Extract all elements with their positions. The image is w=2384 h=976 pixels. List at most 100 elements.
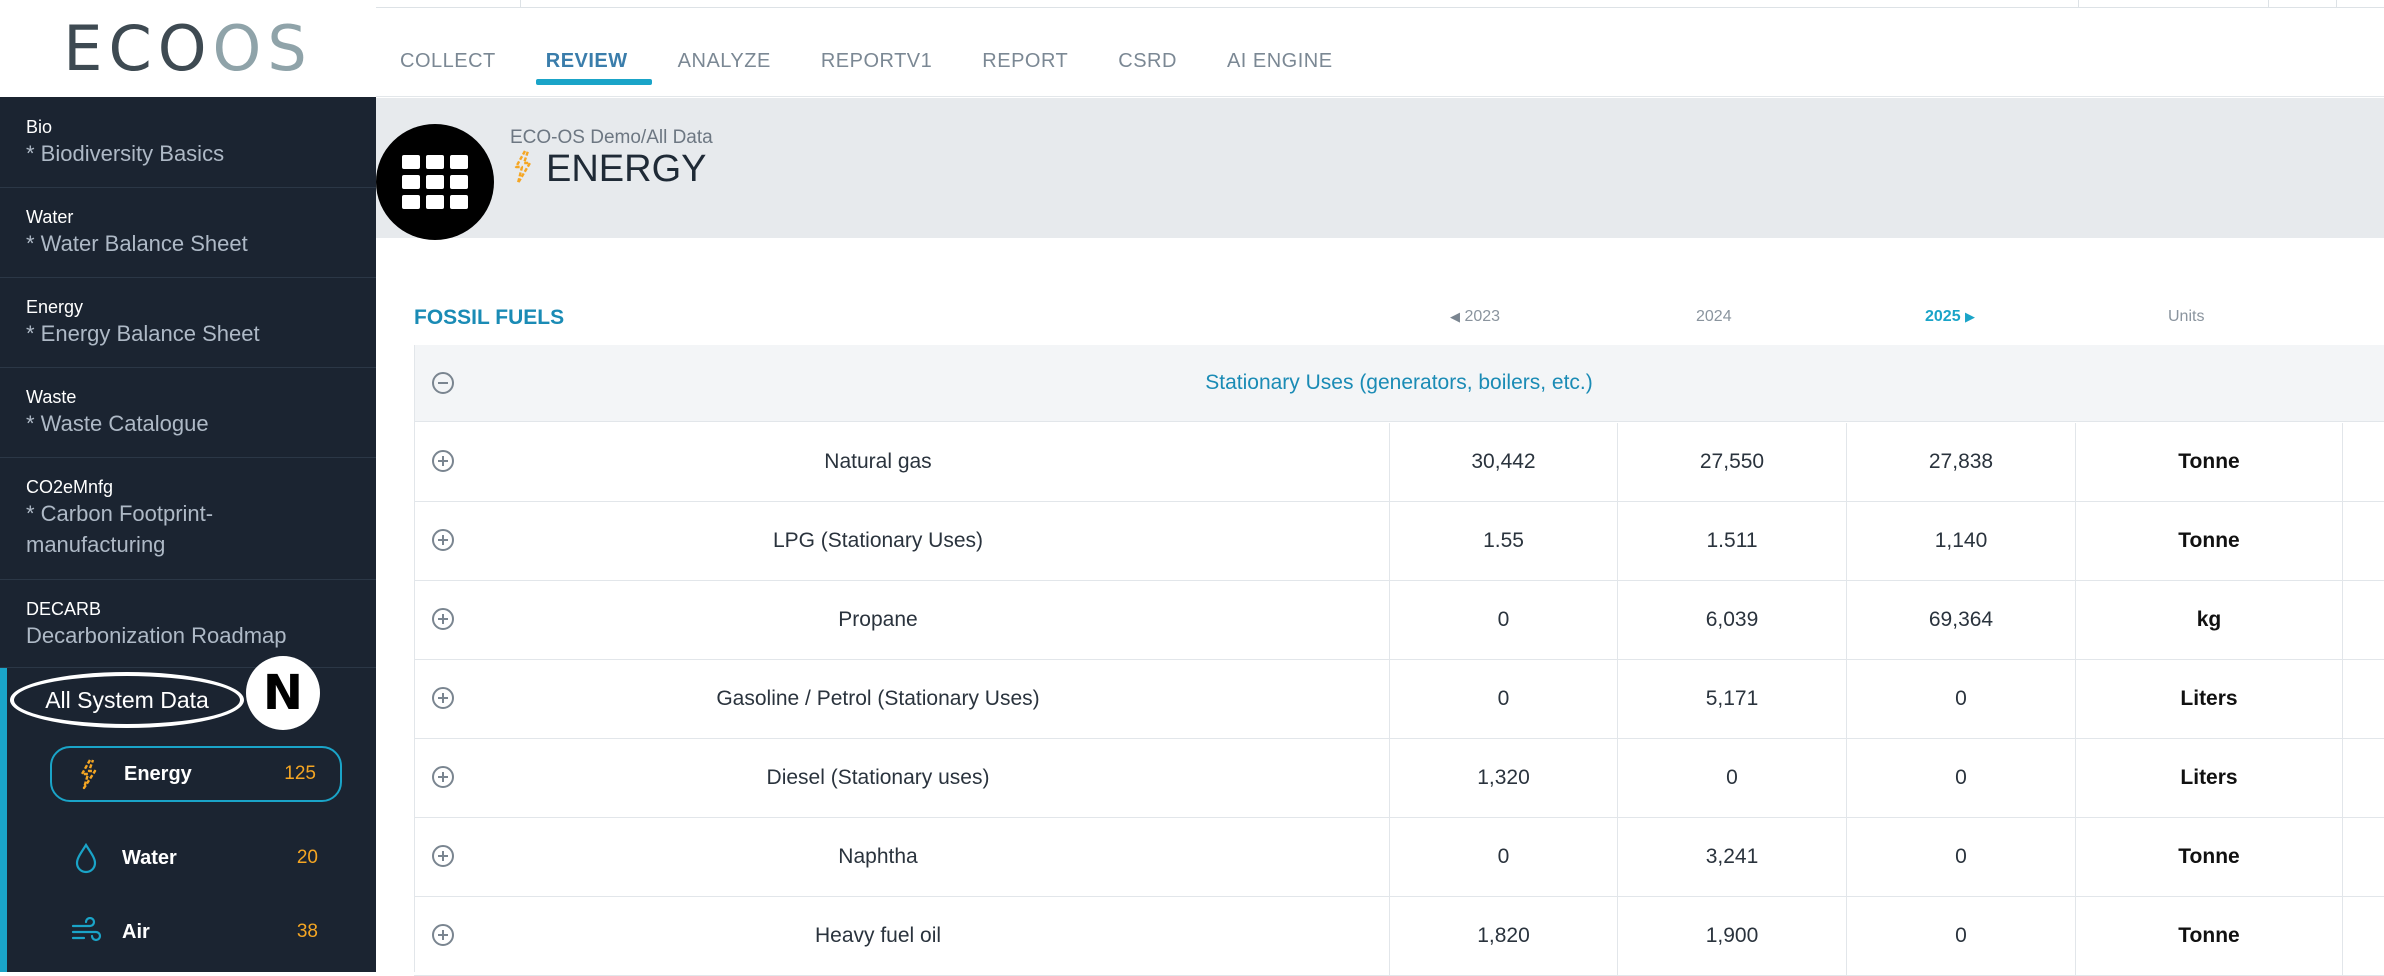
table-row[interactable]: Natural gas 30,442 27,550 27,838 Tonne: [414, 423, 2384, 502]
row-end-cell: [2342, 897, 2384, 975]
lightning-icon: [68, 758, 108, 790]
table-row[interactable]: Propane 0 6,039 69,364 kg: [414, 581, 2384, 660]
breadcrumb[interactable]: ECO-OS Demo/All Data: [510, 127, 713, 148]
sub-item-count: 125: [284, 763, 316, 784]
sidebar-item-bio[interactable]: Bio * Biodiversity Basics: [0, 98, 376, 188]
tab-ai-engine[interactable]: AI ENGINE: [1226, 50, 1333, 72]
value-2024[interactable]: 27,550: [1617, 423, 1846, 501]
value-2024[interactable]: 1,900: [1617, 897, 1846, 975]
value-2025[interactable]: 0: [1846, 818, 2075, 896]
value-2023[interactable]: 1,320: [1389, 739, 1617, 817]
sidebar-item-energy[interactable]: Energy * Energy Balance Sheet: [0, 278, 376, 368]
year-label: 2023: [1464, 308, 1501, 325]
value-2025[interactable]: 1,140: [1846, 502, 2075, 580]
expand-icon[interactable]: [432, 687, 454, 709]
sidebar-item-category: DECARB: [26, 599, 102, 619]
value-2025[interactable]: 0: [1846, 897, 2075, 975]
value-2023[interactable]: 0: [1389, 660, 1617, 738]
year-2023-header[interactable]: ◀ 2023: [1450, 308, 1500, 326]
value-2024[interactable]: 3,241: [1617, 818, 1846, 896]
logo[interactable]: ECOOS: [0, 0, 376, 97]
sub-item-air[interactable]: Air 38: [50, 904, 342, 960]
group-row[interactable]: Stationary Uses (generators, boilers, et…: [414, 345, 2384, 422]
value-2023[interactable]: 0: [1389, 818, 1617, 896]
sidebar-item-category: CO2eMnfg: [26, 477, 114, 497]
row-end-cell: [2342, 739, 2384, 817]
year-label: 2024: [1696, 308, 1732, 325]
expand-icon[interactable]: [432, 766, 454, 788]
table-row[interactable]: Naphtha 0 3,241 0 Tonne: [414, 818, 2384, 897]
sidebar-item-category: Energy: [26, 297, 84, 317]
tab-analyze[interactable]: ANALYZE: [677, 50, 771, 72]
row-end-cell: [2342, 423, 2384, 501]
value-2025[interactable]: 27,838: [1846, 423, 2075, 501]
sub-item-water[interactable]: Water 20: [50, 830, 342, 886]
row-name: Heavy fuel oil: [814, 924, 942, 947]
top-bar: COLLECT REVIEW ANALYZE REPORTV1 REPORT C…: [376, 0, 2384, 97]
expand-icon[interactable]: [432, 529, 454, 551]
value-2023[interactable]: 0: [1389, 581, 1617, 659]
table-row[interactable]: Gasoline / Petrol (Stationary Uses) 0 5,17…: [414, 660, 2384, 739]
row-end-cell: [2342, 581, 2384, 659]
expand-icon[interactable]: [432, 924, 454, 946]
wind-icon: [66, 917, 106, 947]
value-2024[interactable]: 1.511: [1617, 502, 1846, 580]
unit-cell: Liters: [2075, 660, 2342, 738]
table-row[interactable]: Heavy fuel oil 1,820 1,900 0 Tonne: [414, 897, 2384, 976]
collapse-icon[interactable]: [432, 372, 454, 394]
tab-report[interactable]: REPORT: [982, 50, 1069, 72]
year-2025-header[interactable]: 2025 ▶: [1925, 308, 1975, 326]
caret-left-icon[interactable]: ◀: [1450, 309, 1460, 324]
table-border: [414, 345, 415, 972]
water-drop-icon: [66, 842, 106, 874]
table-row[interactable]: LPG (Stationary Uses) 1.55 1.511 1,140 Tonne: [414, 502, 2384, 581]
unit-cell: Tonne: [2075, 502, 2342, 580]
sidebar-item-title: * Waste Catalogue: [26, 411, 209, 436]
page-title: ENERGY: [546, 148, 707, 190]
sidebar-item-title: * Carbon Footprint-manufacturing: [26, 501, 214, 557]
tab-review[interactable]: REVIEW: [535, 50, 652, 85]
active-accent-bar: [0, 668, 7, 972]
value-2024[interactable]: 6,039: [1617, 581, 1846, 659]
sub-item-count: 38: [296, 921, 318, 942]
value-2023[interactable]: 1.55: [1389, 502, 1617, 580]
value-2024[interactable]: 0: [1617, 739, 1846, 817]
sub-item-energy[interactable]: Energy 125: [50, 746, 342, 802]
sidebar-item-waste[interactable]: Waste * Waste Catalogue: [0, 368, 376, 458]
tab-collect[interactable]: COLLECT: [400, 50, 496, 72]
sidebar-item-title: * Water Balance Sheet: [26, 231, 248, 256]
sidebar-item-decarb[interactable]: DECARB Decarbonization Roadmap: [0, 580, 376, 668]
caret-right-icon[interactable]: ▶: [1965, 309, 1976, 324]
row-name: Gasoline / Petrol (Stationary Uses): [716, 687, 1040, 710]
table-row[interactable]: Diesel (Stationary uses) 1,320 0 0 Liters: [414, 739, 2384, 818]
row-end-cell: [2342, 818, 2384, 896]
sidebar-item-title: * Energy Balance Sheet: [26, 321, 260, 346]
tab-csrd[interactable]: CSRD: [1118, 50, 1177, 72]
unit-cell: Tonne: [2075, 423, 2342, 501]
unit-cell: Tonne: [2075, 897, 2342, 975]
expand-icon[interactable]: [432, 608, 454, 630]
value-2024[interactable]: 5,171: [1617, 660, 1846, 738]
expand-icon[interactable]: [432, 450, 454, 472]
all-system-data-button[interactable]: All System Data: [10, 672, 244, 728]
expand-icon[interactable]: [432, 845, 454, 867]
app-grid-icon[interactable]: [376, 124, 494, 240]
tab-reportv1[interactable]: REPORTV1: [820, 50, 933, 72]
year-label: 2025: [1925, 308, 1961, 325]
value-2023[interactable]: 30,442: [1389, 423, 1617, 501]
value-2025[interactable]: 0: [1846, 739, 2075, 817]
page-title-group: ENERGY: [510, 148, 706, 191]
value-2025[interactable]: 69,364: [1846, 581, 2075, 659]
sidebar-item-co2emnfg[interactable]: CO2eMnfg * Carbon Footprint-manufacturin…: [0, 458, 376, 580]
row-name: Naphtha: [838, 845, 918, 868]
value-2023[interactable]: 1,820: [1389, 897, 1617, 975]
group-label: Stationary Uses (generators, boilers, et…: [1205, 371, 1593, 394]
sidebar-item-category: Waste: [26, 387, 77, 407]
unit-cell: Tonne: [2075, 818, 2342, 896]
sidebar-item-water[interactable]: Water * Water Balance Sheet: [0, 188, 376, 278]
n-badge-icon[interactable]: N: [246, 656, 320, 730]
sidebar-item-title: Decarbonization Roadmap: [26, 623, 287, 648]
value-2025[interactable]: 0: [1846, 660, 2075, 738]
unit-cell: Liters: [2075, 739, 2342, 817]
tab-bar: COLLECT REVIEW ANALYZE REPORTV1 REPORT C…: [400, 50, 1383, 85]
